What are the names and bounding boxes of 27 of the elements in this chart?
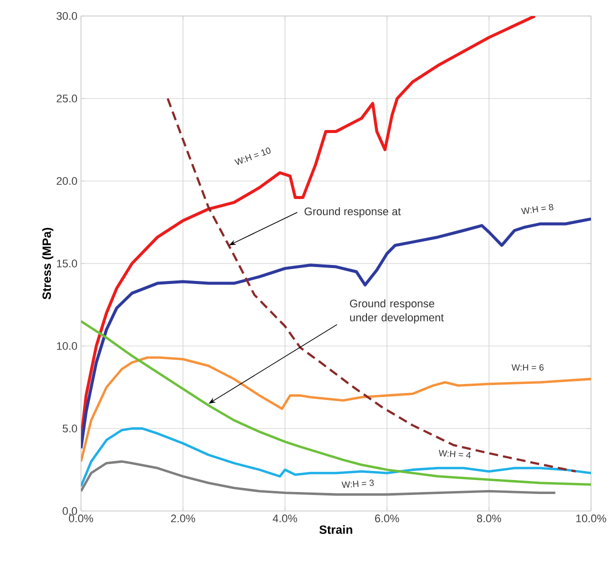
x-tick-label: 4.0%: [272, 514, 298, 522]
line-series: [81, 217, 592, 450]
x-axis-title: Strain: [319, 525, 352, 534]
x-tick-label: 10.0%: [576, 514, 606, 522]
annotation: Ground response at: [304, 207, 401, 218]
y-tick-label: 30.0: [56, 12, 78, 20]
y-tick-label: 5.0: [62, 424, 78, 432]
y-axis-title: Stress (MPa): [42, 228, 54, 300]
y-tick-label: 25.0: [56, 94, 78, 102]
x-tick-label: 6.0%: [375, 514, 400, 522]
line-series: [166, 97, 577, 472]
series-label: W:H = 3: [342, 480, 374, 488]
y-tick-label: 0.0: [62, 507, 78, 515]
annotation: Ground response under development: [350, 299, 444, 324]
x-tick-label: 2.0%: [171, 514, 196, 522]
series-label: W:H = 4: [438, 450, 471, 458]
x-tick-label: 0.0%: [68, 514, 94, 522]
text: W:H = 8: [520, 204, 554, 214]
y-tick-label: 20.0: [56, 177, 78, 185]
line-series: [81, 460, 557, 496]
text: W:H = 10: [234, 148, 271, 165]
x-tick-label: 8.0%: [476, 514, 502, 522]
line-series: [81, 427, 592, 488]
y-tick-label: 10.0: [56, 342, 78, 350]
y-tick-label: 15.0: [56, 260, 78, 268]
line-series: [81, 356, 592, 463]
series-label: W:H = 6: [512, 364, 544, 371]
